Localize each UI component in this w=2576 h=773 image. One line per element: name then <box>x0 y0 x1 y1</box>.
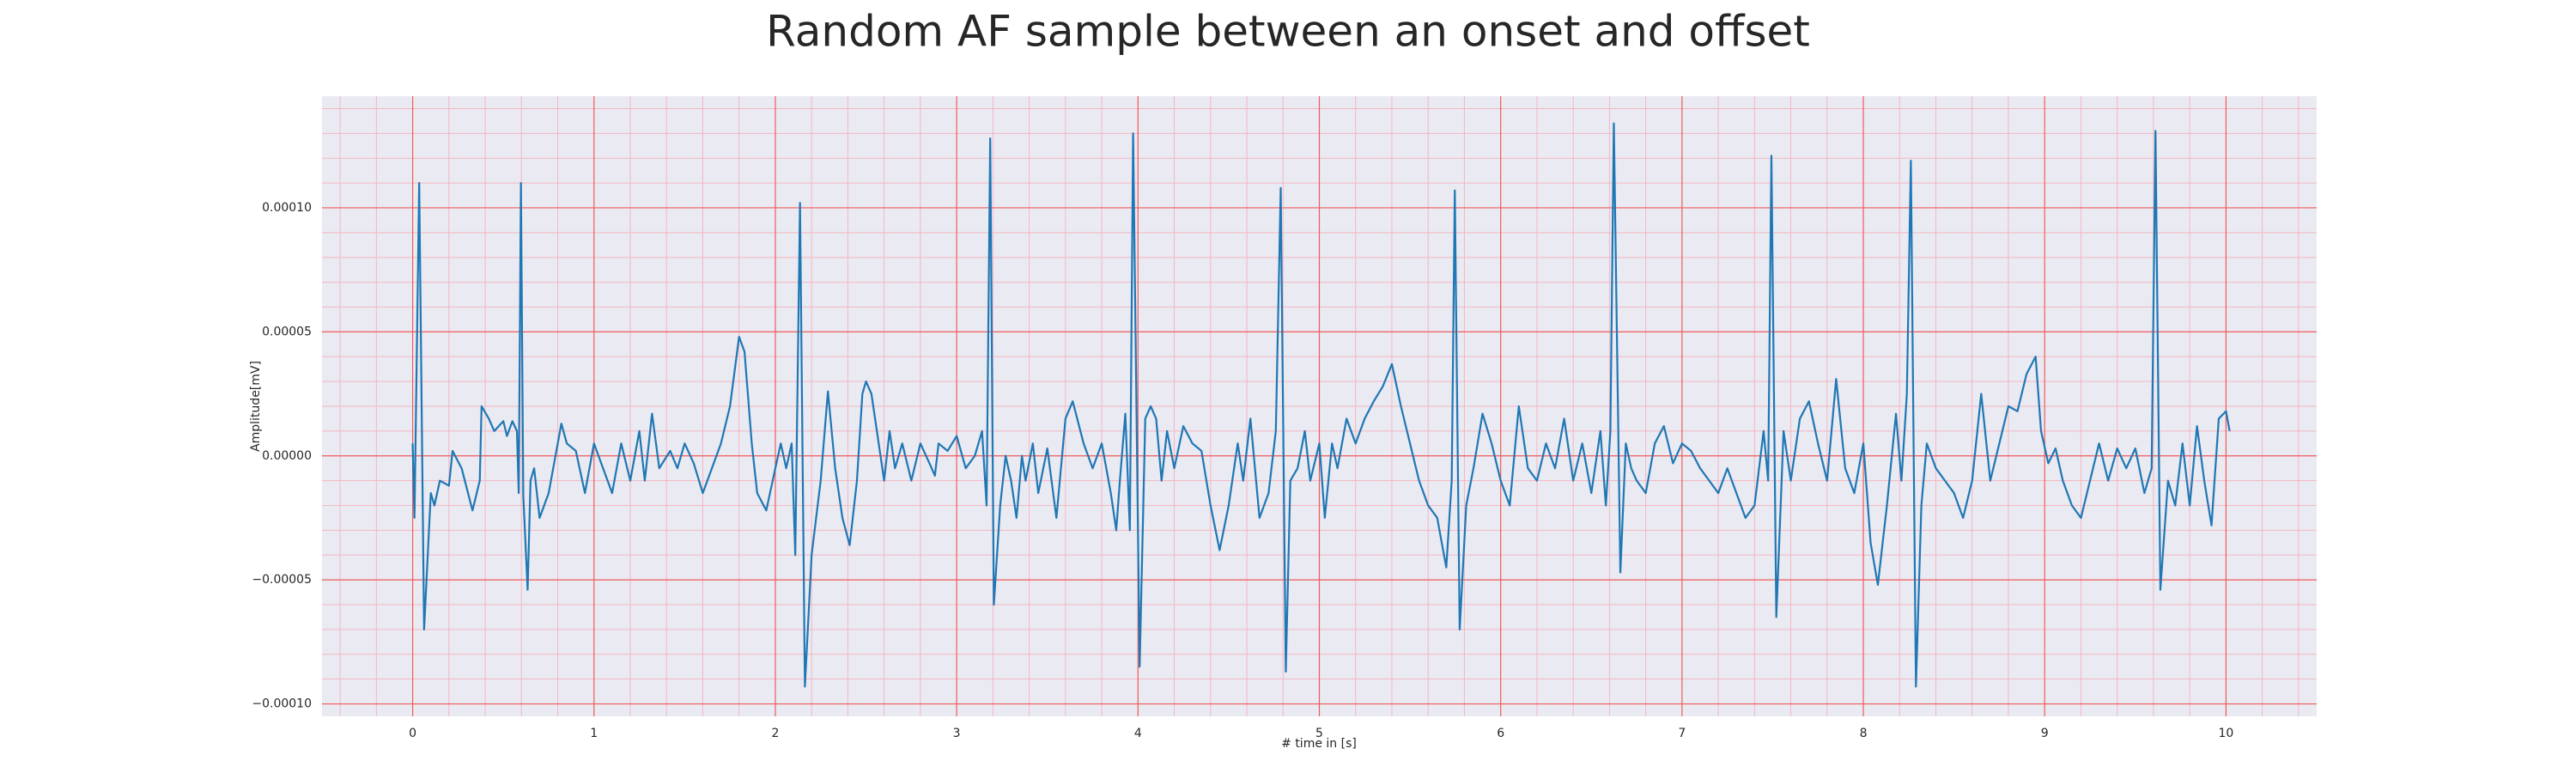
y-tick-label: 0.00010 <box>262 201 312 215</box>
x-tick-label: 2 <box>771 727 779 740</box>
y-tick-label: 0.00005 <box>262 325 312 338</box>
x-tick-label: 9 <box>2041 727 2049 740</box>
y-tick-label: −0.00010 <box>252 697 312 711</box>
x-axis-label: # time in [s] <box>1281 737 1357 751</box>
y-tick-label: −0.00005 <box>252 573 312 587</box>
x-tick-label: 6 <box>1497 727 1504 740</box>
x-tick-label: 4 <box>1134 727 1142 740</box>
x-tick-label: 7 <box>1678 727 1686 740</box>
y-axis-label: Amplitude[mV] <box>249 361 263 452</box>
grid <box>322 96 2317 716</box>
y-tick-label: 0.00000 <box>262 449 312 463</box>
signal-line <box>411 122 2231 688</box>
x-tick-label: 10 <box>2218 727 2233 740</box>
x-tick-label: 1 <box>590 727 598 740</box>
x-tick-label: 3 <box>953 727 961 740</box>
x-tick-label: 8 <box>1860 727 1868 740</box>
x-tick-label: 5 <box>1315 727 1323 740</box>
marks <box>411 122 2231 688</box>
chart-title: Random AF sample between an onset and of… <box>766 7 1810 57</box>
x-tick-label: 0 <box>409 727 416 740</box>
labels: 0 1 2 3 4 5 6 7 8 9 10 −0.00010 −0.00005 0.00000 0.000… <box>252 201 2233 740</box>
